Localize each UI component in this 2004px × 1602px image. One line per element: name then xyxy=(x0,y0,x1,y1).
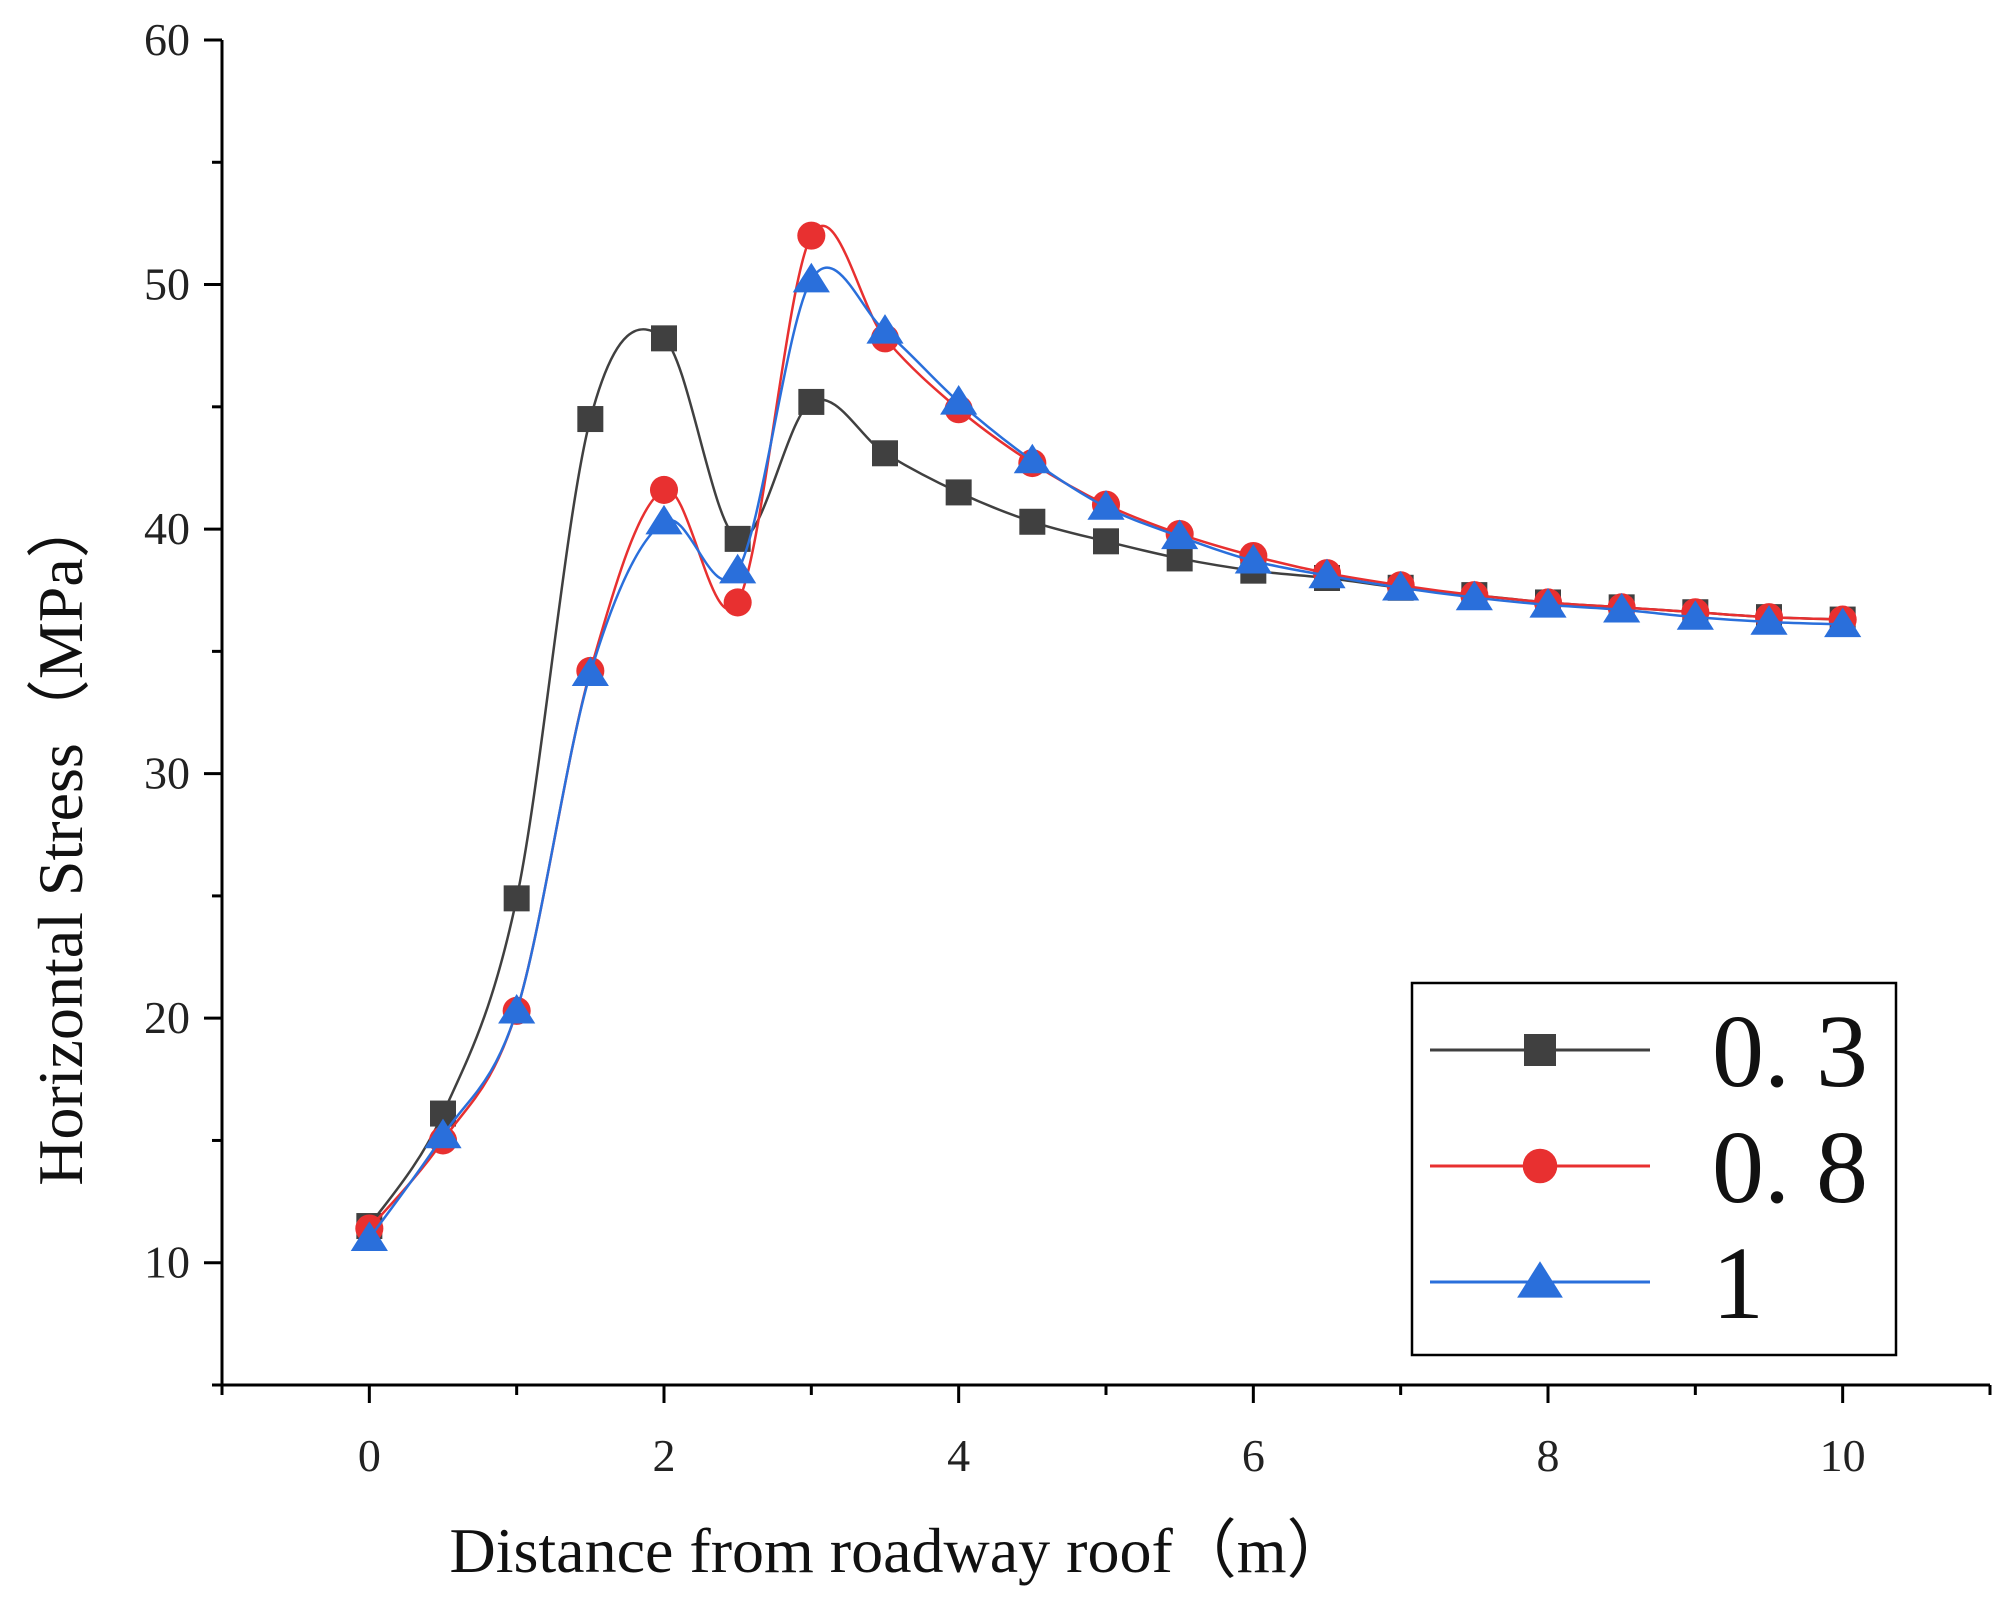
data-point xyxy=(798,388,825,415)
data-point xyxy=(1019,508,1046,535)
data-point xyxy=(424,1118,462,1149)
data-point xyxy=(498,993,536,1024)
legend-marker xyxy=(1522,1148,1558,1184)
data-point xyxy=(503,885,530,912)
x-tick-label: 2 xyxy=(653,1430,676,1481)
data-point xyxy=(1087,490,1125,520)
y-tick-label: 20 xyxy=(144,992,190,1043)
data-point xyxy=(1093,528,1119,555)
data-point xyxy=(1382,570,1420,601)
data-point xyxy=(792,262,830,293)
data-point xyxy=(1529,588,1567,618)
data-point xyxy=(1013,443,1051,474)
data-point xyxy=(1161,519,1199,550)
data-point xyxy=(350,1221,388,1251)
y-tick-label: 10 xyxy=(144,1237,190,1288)
legend: 0. 30. 81 xyxy=(1410,981,1898,1357)
data-point xyxy=(719,553,757,584)
series-layer xyxy=(350,221,1862,1251)
data-point xyxy=(940,385,978,415)
data-point xyxy=(645,504,683,535)
y-tick-label: 50 xyxy=(144,259,190,310)
data-point xyxy=(1234,543,1272,574)
data-point xyxy=(649,475,679,505)
y-tick-label: 40 xyxy=(144,503,190,554)
y-tick-label: 30 xyxy=(144,748,190,799)
legend-label: 1 xyxy=(1712,1226,1764,1341)
x-tick-label: 0 xyxy=(358,1430,381,1481)
legend-marker xyxy=(1524,1034,1556,1066)
data-point xyxy=(571,656,609,687)
y-axis-title: Horizontal Stress（MPa） xyxy=(25,494,96,1186)
x-tick-label: 10 xyxy=(1820,1430,1866,1481)
y-tick-label: 60 xyxy=(144,14,190,65)
data-point xyxy=(723,588,752,617)
legend-item: 0. 8 xyxy=(1430,1110,1868,1225)
legend-box xyxy=(1410,981,1898,1357)
legend-item: 1 xyxy=(1430,1226,1764,1341)
legend-label: 0. 8 xyxy=(1712,1110,1868,1225)
x-tick-label: 6 xyxy=(1242,1430,1265,1481)
data-point xyxy=(577,406,604,433)
axes: 10 20 30 40 50 60 0 2 4 6 8 10 xyxy=(144,14,1992,1481)
data-point xyxy=(651,325,677,352)
data-point xyxy=(945,479,972,506)
data-point xyxy=(872,440,898,467)
x-axis-title: Distance from roadway roof（m） xyxy=(449,1515,1350,1586)
x-tick-label: 8 xyxy=(1537,1430,1560,1481)
data-point xyxy=(1603,592,1641,623)
data-point xyxy=(1750,605,1788,635)
data-point xyxy=(1824,607,1862,638)
legend-label: 0. 3 xyxy=(1712,994,1868,1109)
data-point xyxy=(1455,580,1493,611)
x-tick-label: 4 xyxy=(947,1430,970,1481)
data-point xyxy=(1308,558,1346,589)
legend-marker xyxy=(1517,1261,1563,1298)
data-point xyxy=(1166,545,1193,572)
legend-item: 0. 3 xyxy=(1430,994,1868,1109)
data-point xyxy=(1676,600,1714,630)
series-3 xyxy=(350,262,1862,1251)
data-point xyxy=(866,314,904,344)
data-point xyxy=(797,221,826,250)
